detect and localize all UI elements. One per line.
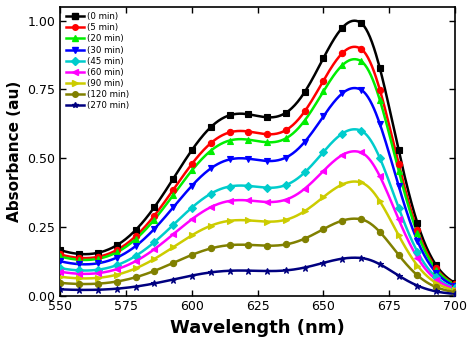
Legend: (0 min), (5 min), (20 min), (30 min), (45 min), (60 min), (90 min), (120 min), (: (0 min), (5 min), (20 min), (30 min), (4… <box>64 10 131 112</box>
X-axis label: Wavelength (nm): Wavelength (nm) <box>170 319 345 337</box>
Y-axis label: Absorbance (au): Absorbance (au) <box>7 80 22 222</box>
